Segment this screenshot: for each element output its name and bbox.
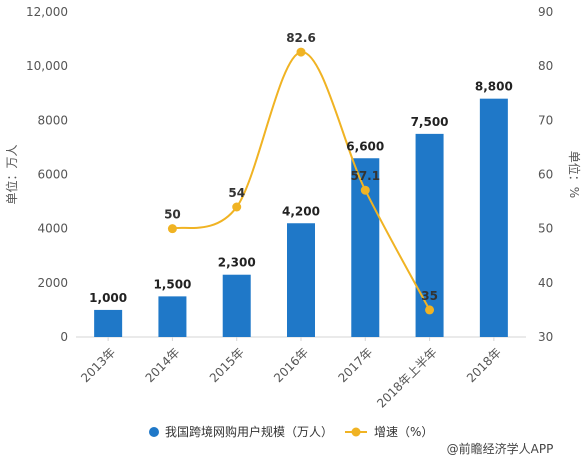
growth-value-label: 57.1 <box>350 169 380 183</box>
bar-value-label: 1,500 <box>153 277 191 291</box>
left-y-axis-label: 单位：万人 <box>4 144 19 204</box>
growth-value-label: 54 <box>228 186 245 200</box>
line-layer <box>167 47 435 315</box>
left-y-tick-label: 2000 <box>37 276 68 290</box>
bar <box>158 296 187 337</box>
x-tick-label: 2018年上半年 <box>374 345 439 410</box>
bar-value-label: 6,600 <box>346 139 384 153</box>
bar <box>287 223 315 337</box>
left-y-tick-label: 8000 <box>37 113 68 127</box>
right-y-tick-label: 60 <box>538 168 553 182</box>
bar-value-label: 1,000 <box>89 291 127 305</box>
growth-value-label: 82.6 <box>286 31 316 45</box>
bar-value-label: 4,200 <box>282 204 320 218</box>
right-y-tick-label: 40 <box>538 276 553 290</box>
labels-layer: 1,000 1,500 2,300 4,200 6,600 7,500 8,800 50 54 8… <box>89 31 513 305</box>
legend-bar-label: 我国跨境网购用户规模（万人） <box>165 424 333 439</box>
bar <box>415 133 444 337</box>
right-y-tick-label: 50 <box>538 222 553 236</box>
x-tick-label: 2018年 <box>464 345 504 385</box>
right-y-tick-label: 30 <box>538 330 553 344</box>
footer-source: @前瞻经济学人APP <box>447 441 554 456</box>
growth-point <box>167 224 177 234</box>
legend-line-swatch <box>351 427 361 437</box>
growth-point <box>232 202 242 212</box>
growth-value-label: 35 <box>421 289 438 303</box>
right-y-tick-label: 70 <box>538 113 553 127</box>
x-tick-label: 2014年 <box>143 345 183 385</box>
legend-bar-swatch <box>149 427 159 437</box>
left-y-tick-label: 4000 <box>37 222 68 236</box>
bar-value-label: 2,300 <box>218 256 256 270</box>
bar <box>351 158 380 337</box>
bar <box>94 309 123 337</box>
bar-value-label: 8,800 <box>475 80 513 94</box>
left-y-tick-label: 10,000 <box>26 59 68 73</box>
bar-value-label: 7,500 <box>411 115 449 129</box>
x-tick-label: 2017年 <box>335 345 375 385</box>
x-tick-label: 2016年 <box>271 345 311 385</box>
left-y-tick-label: 12,000 <box>26 5 68 19</box>
growth-value-label: 50 <box>164 208 181 222</box>
legend-line-label: 增速（%） <box>374 425 433 439</box>
bars-layer <box>94 98 508 338</box>
growth-point <box>425 305 435 315</box>
bar <box>479 98 508 338</box>
left-y-tick-label: 6000 <box>37 168 68 182</box>
left-y-tick-label: 0 <box>60 330 68 344</box>
x-tick-label: 2015年 <box>207 345 247 385</box>
right-y-axis-label: 单位：% <box>567 151 581 198</box>
legend-layer: 我国跨境网购用户规模（万人） 增速（%） <box>149 424 433 439</box>
x-tick-label: 2013年 <box>78 345 118 385</box>
growth-point <box>296 47 306 57</box>
right-y-tick-label: 80 <box>538 59 553 73</box>
right-y-tick-label: 90 <box>538 5 553 19</box>
bar <box>222 274 251 337</box>
growth-point <box>360 185 370 195</box>
